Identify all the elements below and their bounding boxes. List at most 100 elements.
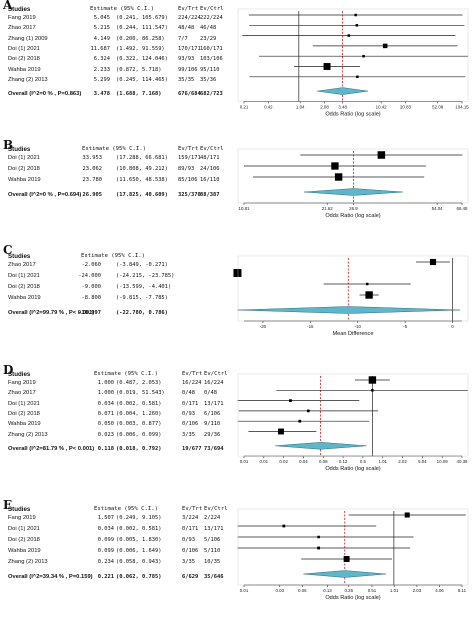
events-treatment: 159/171 [178,155,201,161]
study-row: Wahba 2019 -8.800 (-9.815, -7.785) [0,295,474,305]
estimate-value: 23.780 [82,177,102,183]
overall-row: Overall (I^2=39.34 % , P=0.159) 0.221 (0.0… [0,574,474,584]
events-treatment: 325/370 [178,192,201,198]
x-tick-label: 0.03 [275,588,284,593]
x-axis-label: Odds Ratio (log scale) [325,111,380,117]
study-name: Wahba 2019 [8,548,41,554]
events-treatment: 19/677 [182,445,202,452]
estimate-value: 0.118 [97,445,114,452]
events-treatment: 85/106 [178,177,198,183]
x-tick-label: 5.04 [418,459,427,464]
confidence-interval: (0.019, 51.543) [116,390,165,397]
study-estimate-marker [306,409,310,413]
plot-frame [237,8,469,102]
events-control: 222/224 [200,15,223,21]
study-name: Doi (2) 2018 [8,166,40,172]
study-name: Doi (1) 2021 [8,155,40,161]
estimate-value: 33.953 [82,155,102,161]
events-treatment: 35/35 [178,76,195,83]
ev-trt-header: Ev/Trt [182,506,203,512]
estimate-value: 1.507 [97,515,114,521]
ev-ctrl-header: Ev/Ctrl [200,146,224,152]
confidence-interval: (1.492, 91.559) [116,45,165,52]
study-estimate-marker [323,63,331,70]
estimate-value: 5.215 [93,25,110,32]
x-tick-label: 2.02 [398,459,407,464]
confidence-interval: (0.322, 124.046) [116,56,168,63]
study-estimate-marker [362,54,365,58]
events-treatment: 3/35 [182,559,195,565]
plot-frame [237,255,469,322]
x-tick-label: 3.48 [338,104,347,109]
ev-trt-header: Ev/Trt [178,6,199,12]
study-name: Doi (1) 2021 [8,526,40,532]
confidence-interval: (0.006, 0.099) [116,431,162,438]
study-row: Doi (2) 2018 23.062 (10.808, 49.212) 89/93 2… [0,166,474,176]
study-row: Zhang (2) 2013 5.299 (0.245, 114.465) 35/35… [0,77,474,87]
study-estimate-marker [317,535,320,539]
events-control: 29/36 [204,431,221,438]
study-estimate-marker [404,512,410,518]
estimate-value: 0.099 [97,548,114,554]
forest-panel: E Studies Estimate (95% C.I.) Ev/Trt Ev/Ctrl… [0,498,474,609]
overall-diamond [304,188,403,196]
x-tick-label: -20 [260,324,267,329]
confidence-interval: (0.244, 111.547) [116,25,168,32]
x-axis-label: Odds Ratio (log scale) [325,213,380,219]
x-tick-label: 0.01 [260,459,269,464]
forest-plot-area: 0.21 0.42 1.04 2.08 3.48 10.42 20.83 52.08 104.1… [237,8,469,117]
confidence-interval: (0.241, 105.679) [116,15,168,21]
study-row: Zhang (1) 2009 4.149 (0.200, 86.258) 7/7 23/… [0,36,474,46]
events-treatment: 676/684 [178,91,201,98]
estimate-value: 3.478 [93,91,110,98]
events-control: 6/106 [204,410,221,417]
confidence-interval: (-3.849, -0.271) [116,262,168,268]
confidence-interval: (0.002, 0.581) [116,400,162,407]
estimate-value: 1.000 [97,380,114,386]
study-row: Doi (1) 2021 11.687 (1.492, 91.559) 170/171… [0,46,474,56]
ev-trt-header: Ev/Trt [182,371,203,377]
x-tick-label: 21.62 [322,206,334,211]
events-treatment: 170/171 [178,45,201,52]
confidence-interval: (-24.215, -23.785) [116,273,175,279]
x-tick-label: 1.01 [390,588,399,593]
confidence-interval: (10.808, 49.212) [116,166,168,172]
overall-diamond [303,570,387,578]
study-name: Zhao 2017 [8,25,36,32]
study-name: Fang 2019 [8,15,36,21]
confidence-interval: (-22.780, 0.786) [116,310,168,316]
events-control: 13/171 [204,526,224,532]
forest-panel: D Studies Estimate (95% C.I.) Ev/Trt Ev/Ctrl… [0,363,474,480]
estimate-value: 6.324 [93,56,110,63]
events-control: 35/36 [200,76,217,83]
x-tick-label: 10.09 [437,459,449,464]
events-treatment: 3/35 [182,431,195,438]
study-name: Doi (2) 2018 [8,284,40,290]
x-tick-label: 40.36 [457,459,469,464]
study-name: Zhang (2) 2013 [8,76,48,83]
confidence-interval: (0.018, 0.792) [116,445,162,452]
confidence-interval: (0.487, 2.053) [116,380,162,386]
events-control: 10/35 [204,559,221,565]
estimate-value: 11.687 [90,45,110,52]
x-tick-label: 0.21 [240,104,249,109]
studies-header: Studies [8,253,31,260]
study-name: Zhang (2) 2013 [8,559,48,565]
events-control: 95/110 [200,66,220,73]
panel-letter: D [3,363,14,377]
study-name: Zhang (2) 2013 [8,431,48,438]
confidence-interval: (17.288, 66.681) [116,155,168,161]
x-tick-label: 8.11 [458,588,467,593]
events-control: 46/48 [200,25,217,32]
x-tick-label: -5 [403,324,407,329]
estimate-value: 5.045 [93,15,110,21]
events-control: 5/106 [204,537,221,543]
x-axis-label: Odds Ratio (log scale) [325,595,380,601]
overall-diamond [237,306,460,314]
events-control: 16/224 [204,380,224,386]
study-estimate-marker [282,524,286,528]
estimate-header: Estimate (95% C.I.) [90,6,154,12]
study-estimate-marker [278,428,284,435]
study-row: Wahba 2019 23.780 (11.650, 48.538) 85/106 16… [0,177,474,187]
x-tick-label: 20.83 [400,104,412,109]
